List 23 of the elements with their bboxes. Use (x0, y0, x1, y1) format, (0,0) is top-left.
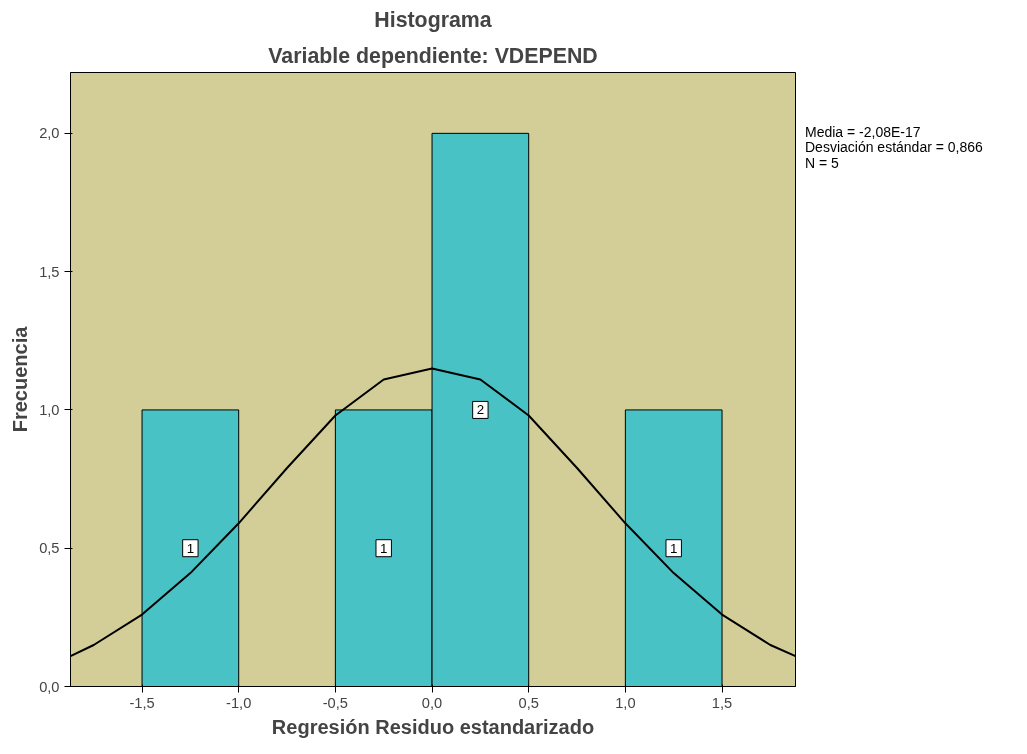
y-tick-label: 0,0 (39, 678, 60, 695)
x-axis-title: Regresión Residuo estandarizado (271, 715, 595, 738)
data-label: 1 (379, 540, 388, 556)
x-tick-label: 0,0 (421, 694, 443, 711)
chart-subtitle: Variable dependiente: VDEPEND (268, 43, 598, 68)
y-axis-title: Frecuencia (9, 325, 32, 433)
text: Desviación estándar = 0,866 (805, 139, 983, 156)
x-tick-label: 1,5 (711, 694, 733, 711)
x-tick-label: -1,5 (129, 694, 155, 711)
data-label: 1 (669, 540, 678, 556)
x-tick-label: -1,0 (226, 694, 252, 711)
text: N = 5 (805, 154, 839, 171)
y-tick-label: 0,5 (39, 540, 60, 557)
x-tick-label: 1,0 (615, 694, 636, 711)
data-label: 1 (186, 540, 195, 556)
y-tick-label: 2,0 (39, 125, 60, 142)
x-tick-label: -0,5 (322, 694, 348, 711)
y-tick-label: 1,5 (39, 263, 60, 280)
text: Media = -2,08E-17 (805, 124, 921, 140)
chart-title: Histograma (374, 7, 492, 32)
data-label: 2 (476, 402, 485, 418)
y-tick-label: 1,0 (39, 401, 60, 418)
x-tick-label: 0,5 (518, 694, 539, 711)
